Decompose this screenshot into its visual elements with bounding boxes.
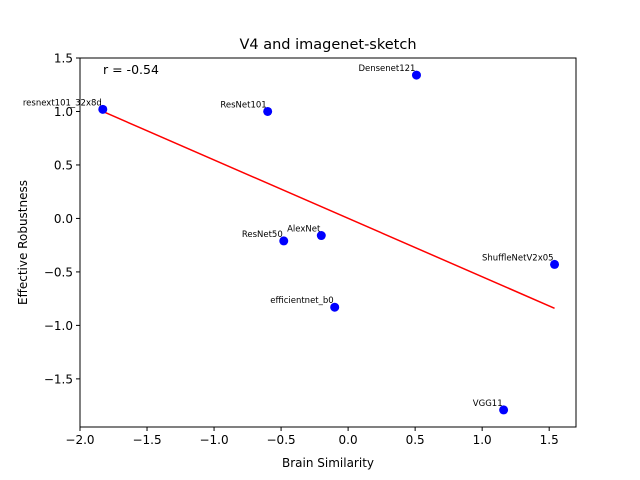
y-tick-label: 1.0 [54,105,73,119]
x-tick-label: 1.0 [473,433,492,447]
point-label: resnext101_32x8d [23,98,102,108]
data-point [499,405,509,415]
y-tick-label: 0.0 [54,212,73,226]
x-tick-label: −1.0 [199,433,228,447]
x-tick-label: −0.5 [267,433,296,447]
x-tick-label: 1.5 [540,433,559,447]
y-tick-label: 0.5 [54,158,73,172]
point-label: VGG11 [473,399,503,409]
y-tick-label: −0.5 [44,265,73,279]
point-label: Densenet121 [358,64,415,74]
x-tick-label: 0.5 [406,433,425,447]
data-point [263,106,273,116]
data-point [316,231,326,241]
y-axis-label: Effective Robustness [16,180,30,305]
point-label: AlexNet [287,225,321,235]
x-axis-label: Brain Similarity [282,456,374,470]
x-tick-label: 0.0 [339,433,358,447]
y-tick-label: −1.0 [44,319,73,333]
y-tick-label: −1.5 [44,372,73,386]
data-point [550,259,560,269]
x-tick-label: −2.0 [65,433,94,447]
point-label: ShuffleNetV2x05 [482,253,554,263]
data-point [98,104,108,114]
x-tick-label: −1.5 [132,433,161,447]
data-point [411,70,421,80]
point-label: ResNet50 [242,230,283,240]
point-label: ResNet101 [220,100,266,110]
point-label: efficientnet_b0 [270,296,333,306]
y-tick-label: 1.5 [54,52,73,66]
chart-title: V4 and imagenet-sketch [239,37,416,53]
data-point [279,236,289,246]
correlation-annotation: r = -0.54 [103,62,159,77]
data-point [330,302,340,312]
plot-frame [79,57,577,428]
regression-line [102,110,555,309]
